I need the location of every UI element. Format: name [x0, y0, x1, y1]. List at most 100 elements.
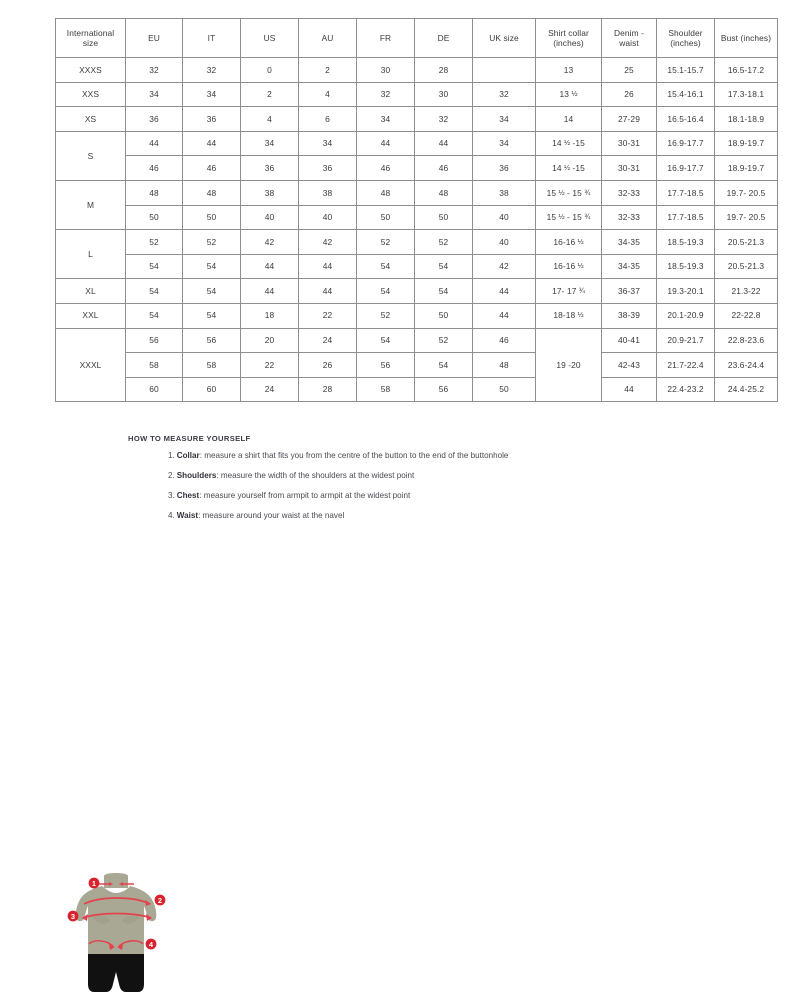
cell-it: 54 — [182, 278, 241, 304]
cell-international-size: XXL — [55, 302, 126, 329]
cell-eu: 34 — [125, 81, 183, 108]
badge-1-label: 1 — [92, 879, 96, 888]
column-header-international-size: International size — [55, 18, 126, 58]
cell-denim: 36-37 — [601, 278, 657, 304]
cell-it: 52 — [182, 229, 241, 255]
cell-denim: 26 — [601, 81, 657, 108]
table-row: L 52 52 42 42 52 52 40 16-16 ½ 34-35 18.5-19.3 20.5… — [55, 229, 778, 280]
column-header-us: US — [240, 18, 299, 58]
column-header-shoulder: Shoulder (inches) — [656, 18, 715, 58]
cell-it: 58 — [182, 352, 241, 378]
measure-instruction-number: 3. — [168, 491, 175, 501]
cell-de: 54 — [414, 352, 473, 378]
column-header-line2: (inches) — [553, 38, 584, 48]
table-row: 58 58 22 26 56 54 48 42-43 21.7-22.4 23.6-24.4 — [56, 352, 778, 378]
cell-eu: 60 — [125, 376, 183, 403]
cell-international-size: M — [55, 179, 126, 231]
cell-uk: 44 — [472, 278, 536, 304]
table-row: XL 54 54 44 44 54 54 44 17- 17 ¾ 36-37 19.3-20.1 21… — [55, 278, 778, 304]
cell-bust: 21.3-22 — [714, 278, 778, 304]
measure-instruction-text: : measure yourself from armpit to armpit… — [199, 491, 411, 501]
cell-eu: 52 — [125, 229, 183, 255]
cell-eu: 32 — [125, 57, 183, 83]
torso-illustration-svg: 1 2 3 4 — [67, 873, 166, 992]
cell-bust: 22.8-23.6 — [714, 327, 778, 354]
cell-it: 34 — [182, 81, 241, 108]
measure-instruction-text: : measure around your waist at the navel — [198, 511, 345, 521]
badge-4: 4 — [145, 938, 157, 950]
badge-3: 3 — [67, 910, 79, 922]
cell-denim: 32-33 — [601, 179, 657, 206]
size-chart-table: International size EU IT US AU FR DE UK … — [55, 18, 778, 403]
cell-us: 0 — [240, 57, 299, 83]
measure-instruction-number: 1. — [168, 451, 175, 460]
cell-uk: 46 — [472, 327, 536, 354]
cell-au: 28 — [298, 376, 357, 403]
cell-collar: 19 -20 — [535, 327, 602, 403]
cell-de: 50 — [414, 302, 473, 329]
cell-au: 4 — [298, 81, 357, 108]
cell-uk: 36 — [472, 155, 536, 181]
cell-should: 15.4-16.1 — [656, 81, 715, 108]
how-to-measure-list: 1. Collar: measure a shirt that fits you … — [168, 451, 728, 531]
column-header-denim-waist: Denim - waist — [601, 18, 657, 58]
table-row: S 44 44 34 34 44 44 34 14 ½ -15 30-31 16.9-17.7 18.… — [55, 130, 778, 181]
cell-international-size: S — [55, 130, 126, 181]
body-measurement-diagram: 1 2 3 4 — [58, 872, 176, 994]
cell-fr: 54 — [356, 253, 415, 280]
column-header-line1: Shirt collar — [548, 27, 589, 38]
measure-instruction-2: 2. Shoulders: measure the width of the sh… — [168, 471, 728, 482]
cell-de: 56 — [414, 376, 473, 403]
cell-should: 20.1-20.9 — [656, 302, 715, 329]
cell-it: 54 — [182, 253, 241, 280]
cell-bust: 19.7- 20.5 — [714, 204, 778, 231]
cell-bust: 24.4-25.2 — [714, 376, 778, 403]
cell-uk: 50 — [472, 376, 536, 403]
how-to-measure-heading: HOW TO MEASURE YOURSELF — [128, 434, 251, 443]
cell-it: 48 — [182, 179, 241, 206]
column-header-bust: Bust (inches) — [714, 18, 778, 58]
measure-instruction-number: 2. — [168, 471, 175, 481]
cell-collar: 13 — [535, 57, 602, 83]
column-header-line2: (inches) — [670, 38, 701, 48]
cell-au: 42 — [298, 229, 357, 255]
cell-au: 40 — [298, 204, 357, 231]
cell-bust: 20.5-21.3 — [714, 253, 778, 280]
cell-bust: 17.3-18.1 — [714, 81, 778, 108]
cell-eu: 50 — [125, 204, 183, 231]
cell-should: 16.5-16.4 — [656, 106, 715, 132]
cell-collar: 16-16 ½ — [535, 229, 602, 255]
cell-au: 44 — [298, 278, 357, 304]
table-row: 50 50 40 40 50 50 40 15 ½ - 15 ¾ 32-33 17.7-18.5 1… — [56, 204, 778, 231]
cell-denim: 34-35 — [601, 253, 657, 280]
cell-bust: 23.6-24.4 — [714, 352, 778, 378]
cell-should: 17.7-18.5 — [656, 204, 715, 231]
cell-collar: 14 ½ -15 — [535, 130, 602, 157]
column-header-au: AU — [298, 18, 357, 58]
cell-eu: 54 — [125, 253, 183, 280]
column-header-shirt-collar: Shirt collar (inches) — [535, 18, 602, 58]
table-header: International size EU IT US AU FR DE UK … — [55, 18, 778, 58]
cell-de: 52 — [414, 229, 473, 255]
table-row: M 48 48 38 38 48 48 38 15 ½ - 15 ¾ 32-33 17.7-18.5… — [55, 179, 778, 231]
cell-collar: 18-18 ½ — [535, 302, 602, 329]
column-header-line2: waist — [619, 38, 639, 48]
table-header-row: International size EU IT US AU FR DE UK … — [55, 18, 778, 58]
cell-it: 46 — [182, 155, 241, 181]
cell-us: 38 — [240, 179, 299, 206]
cell-uk: 34 — [472, 130, 536, 157]
column-header-it: IT — [182, 18, 241, 58]
cell-it: 32 — [182, 57, 241, 83]
cell-collar: 14 — [535, 106, 602, 132]
cell-international-size: XXS — [55, 81, 126, 108]
cell-uk: 40 — [472, 204, 536, 231]
table-body: XXXS 32 32 0 2 30 28 13 25 15.1-15.7 16.5-17.2 XXS 3… — [55, 57, 778, 403]
cell-fr: 34 — [356, 106, 415, 132]
cell-uk: 34 — [472, 106, 536, 132]
measure-instruction-term: Chest — [176, 491, 200, 501]
cell-au: 34 — [298, 130, 357, 157]
cell-denim: 27-29 — [601, 106, 657, 132]
cell-denim: 42-43 — [601, 352, 657, 378]
cell-au: 38 — [298, 179, 357, 206]
measure-instruction-term: Shoulders — [176, 471, 217, 481]
